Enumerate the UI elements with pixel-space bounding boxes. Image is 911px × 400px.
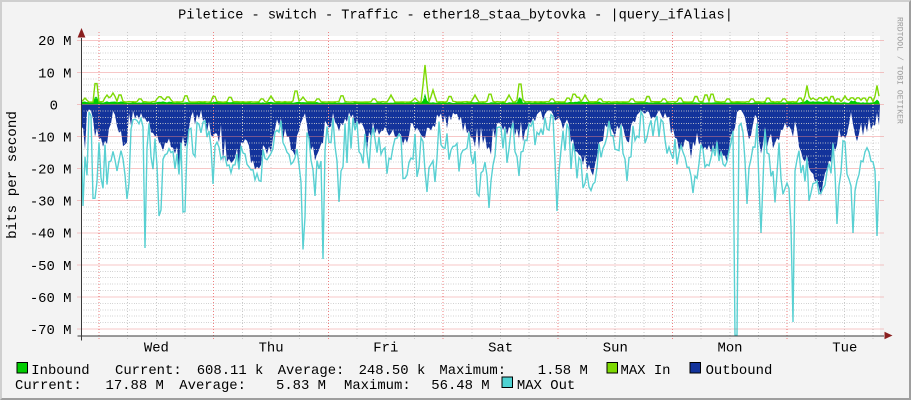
svg-text:MAX In: MAX In — [621, 363, 671, 379]
svg-text:Fri: Fri — [373, 340, 398, 356]
svg-text:-70 M: -70 M — [30, 323, 72, 339]
svg-text:Current:: Current: — [15, 378, 82, 394]
svg-text:Current:: Current: — [115, 363, 182, 379]
svg-text:-60 M: -60 M — [30, 291, 72, 307]
svg-text:Average:: Average: — [278, 363, 345, 379]
svg-text:Piletice - switch - Traffic -: Piletice - switch - Traffic - ether18_st… — [178, 9, 733, 24]
svg-text:Sat: Sat — [488, 340, 513, 356]
svg-text:Mon: Mon — [717, 340, 742, 356]
svg-text:Average:: Average: — [179, 378, 246, 394]
svg-text:56.48 M: 56.48 M — [431, 378, 489, 394]
svg-text:10 M: 10 M — [38, 66, 71, 82]
svg-text:-30 M: -30 M — [30, 195, 72, 211]
svg-text:17.88 M: 17.88 M — [106, 378, 164, 394]
svg-text:-50 M: -50 M — [30, 259, 72, 275]
svg-text:20 M: 20 M — [38, 34, 71, 50]
svg-text:RRDTOOL / TOBI OETIKER: RRDTOOL / TOBI OETIKER — [895, 17, 904, 124]
svg-text:Wed: Wed — [144, 340, 169, 356]
svg-text:MAX Out: MAX Out — [517, 378, 575, 394]
svg-text:Tue: Tue — [832, 340, 857, 356]
svg-text:608.11 k: 608.11 k — [197, 363, 264, 379]
svg-text:Sun: Sun — [603, 340, 628, 356]
svg-text:248.50 k: 248.50 k — [359, 363, 426, 379]
svg-text:Thu: Thu — [259, 340, 284, 356]
svg-text:-40 M: -40 M — [30, 227, 72, 243]
svg-text:-20 M: -20 M — [30, 163, 72, 179]
svg-text:5.83 M: 5.83 M — [276, 378, 326, 394]
svg-text:Inbound: Inbound — [31, 363, 89, 379]
svg-text:Outbound: Outbound — [706, 363, 773, 379]
svg-text:0: 0 — [50, 98, 58, 114]
svg-text:Maximum:: Maximum: — [344, 378, 411, 394]
svg-text:Maximum:: Maximum: — [439, 363, 506, 379]
svg-text:bits per second: bits per second — [5, 111, 21, 239]
svg-text:1.58 M: 1.58 M — [538, 363, 588, 379]
svg-text:-10 M: -10 M — [30, 130, 72, 146]
